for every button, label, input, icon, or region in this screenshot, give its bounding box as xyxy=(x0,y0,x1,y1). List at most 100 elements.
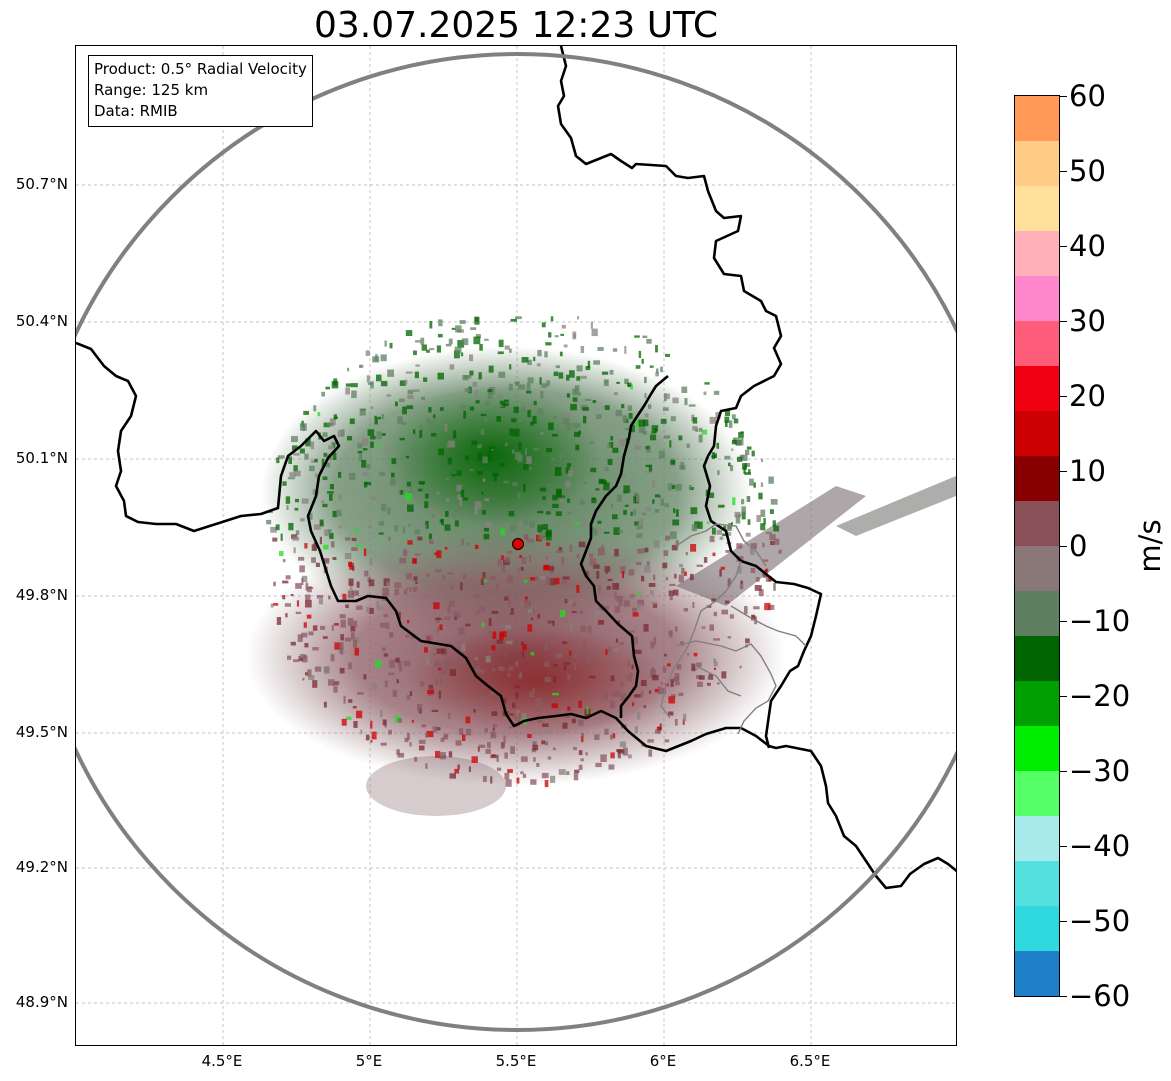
echo-pixel xyxy=(642,431,647,435)
echo-pixel xyxy=(293,465,298,472)
echo-pixel xyxy=(571,718,576,724)
echo-pixel xyxy=(544,741,548,746)
echo-pixel xyxy=(671,544,678,551)
echo-pixel xyxy=(581,732,585,737)
echo-pixel xyxy=(675,484,682,491)
echo-pixel xyxy=(442,574,446,580)
echo-pixel xyxy=(724,416,730,423)
echo-pixel xyxy=(362,472,369,476)
echo-pixel xyxy=(648,583,656,587)
echo-pixel xyxy=(724,600,730,604)
echo-pixel xyxy=(398,660,402,668)
echo-pixel xyxy=(724,410,731,416)
echo-pixel xyxy=(624,378,629,385)
echo-pixel xyxy=(526,456,532,464)
echo-pixel xyxy=(585,752,588,756)
echo-pixel xyxy=(406,587,409,590)
echo-pixel xyxy=(620,681,625,687)
echo-pixel xyxy=(545,576,551,585)
echo-pixel xyxy=(512,428,520,437)
echo-pixel xyxy=(634,623,637,630)
echo-pixel xyxy=(344,637,351,642)
echo-pixel xyxy=(499,632,504,641)
echo-pixel xyxy=(502,402,509,407)
echo-pixel xyxy=(532,415,537,424)
echo-pixel xyxy=(691,663,696,672)
echo-pixel xyxy=(406,732,410,741)
echo-pixel xyxy=(655,729,660,734)
echo-pixel xyxy=(413,586,418,589)
echo-pixel xyxy=(469,354,474,362)
echo-pixel xyxy=(396,679,399,684)
echo-pixel xyxy=(504,556,511,563)
echo-pixel xyxy=(727,636,731,639)
echo-pixel xyxy=(419,424,423,432)
echo-pixel xyxy=(402,421,405,424)
echo-pixel xyxy=(578,430,581,435)
echo-pixel xyxy=(496,640,503,644)
echo-pixel xyxy=(447,457,452,465)
echo-pixel xyxy=(411,446,418,453)
echo-pixel xyxy=(768,476,774,484)
echo-pixel xyxy=(497,351,504,355)
echo-pixel xyxy=(411,719,414,723)
echo-pixel xyxy=(567,498,570,503)
echo-pixel xyxy=(527,624,533,632)
echo-pixel xyxy=(485,748,491,754)
echo-pixel xyxy=(438,319,443,327)
echo-pixel xyxy=(646,561,650,567)
echo-pixel xyxy=(323,422,330,428)
echo-pixel xyxy=(629,630,635,633)
echo-pixel xyxy=(508,666,514,671)
echo-pixel xyxy=(399,380,406,386)
echo-pixel xyxy=(387,507,391,515)
echo-pixel xyxy=(532,741,537,747)
echo-pixel xyxy=(454,350,460,359)
echo-pixel xyxy=(421,344,427,351)
echo-pixel xyxy=(663,435,671,439)
echo-pixel xyxy=(556,550,563,553)
echo-pixel xyxy=(641,575,645,582)
lon-tick-label: 6.5°E xyxy=(789,1052,831,1070)
echo-pixel xyxy=(572,331,577,340)
echo-pixel xyxy=(608,764,615,770)
echo-pixel xyxy=(556,490,562,498)
echo-pixel xyxy=(441,518,444,526)
echo-pixel xyxy=(333,623,339,626)
echo-pixel xyxy=(678,574,684,583)
echo-pixel xyxy=(504,624,512,630)
colorbar-unit-label: m/s xyxy=(1133,519,1167,573)
echo-pixel xyxy=(320,625,326,630)
echo-pixel xyxy=(398,612,401,620)
echo-pixel xyxy=(405,493,412,501)
echo-pixel xyxy=(397,416,403,424)
echo-pixel xyxy=(611,504,613,509)
echo-pixel xyxy=(425,493,429,499)
echo-pixel xyxy=(533,400,537,406)
echo-pixel xyxy=(563,662,570,665)
echo-pixel xyxy=(464,388,471,393)
echo-pixel xyxy=(352,706,357,709)
echo-pixel xyxy=(492,727,495,731)
echo-pixel xyxy=(322,432,328,438)
echo-pixel xyxy=(520,641,524,645)
echo-pixel xyxy=(445,477,450,481)
echo-pixel xyxy=(391,472,395,478)
echo-pixel xyxy=(703,391,707,396)
echo-pixel xyxy=(485,520,492,529)
echo-pixel xyxy=(328,445,334,450)
echo-pixel xyxy=(323,452,327,457)
echo-pixel xyxy=(383,613,388,618)
echo-pixel xyxy=(713,611,718,617)
echo-pixel xyxy=(348,662,352,670)
echo-pixel xyxy=(298,656,303,662)
echo-pixel xyxy=(640,525,643,529)
echo-pixel xyxy=(612,583,619,590)
echo-pixel xyxy=(329,532,334,539)
echo-pixel xyxy=(332,510,337,518)
echo-pixel xyxy=(665,353,670,357)
echo-pixel xyxy=(675,509,679,517)
echo-pixel xyxy=(527,409,531,418)
echo-pixel xyxy=(730,465,734,472)
echo-pixel xyxy=(385,622,390,629)
